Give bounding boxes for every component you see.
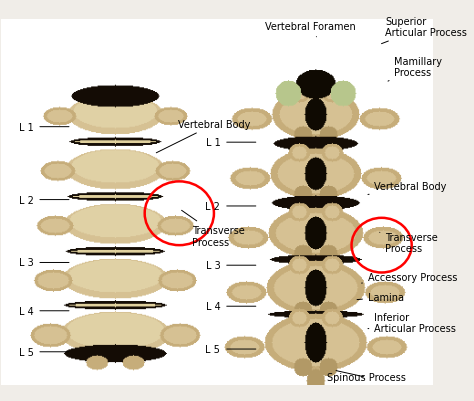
Text: Accessory Process: Accessory Process [362, 272, 457, 284]
Text: L 1: L 1 [206, 138, 220, 148]
Text: L 1: L 1 [19, 122, 34, 132]
Text: Spinous Process: Spinous Process [327, 371, 406, 382]
Text: Vertebral Body: Vertebral Body [156, 119, 251, 154]
Text: Vertebral Foramen: Vertebral Foramen [265, 22, 356, 38]
Text: Inferior
Articular Process: Inferior Articular Process [368, 312, 456, 334]
Text: Superior
Articular Process: Superior Articular Process [382, 16, 467, 45]
Text: Mamillary
Process: Mamillary Process [388, 57, 442, 82]
Text: L 5: L 5 [18, 347, 34, 357]
Text: L 2: L 2 [205, 201, 220, 211]
Text: L 2: L 2 [18, 195, 34, 205]
Text: L 3: L 3 [19, 258, 34, 268]
Text: L 4: L 4 [19, 306, 34, 316]
Text: Transverse
Process: Transverse Process [380, 232, 438, 253]
Text: L 5: L 5 [205, 344, 220, 354]
Text: Vertebral Body: Vertebral Body [368, 182, 447, 195]
Text: Lamina: Lamina [357, 292, 404, 302]
Text: L 4: L 4 [206, 302, 220, 312]
Text: Transverse
Process: Transverse Process [182, 211, 245, 247]
Text: L 3: L 3 [206, 261, 220, 271]
